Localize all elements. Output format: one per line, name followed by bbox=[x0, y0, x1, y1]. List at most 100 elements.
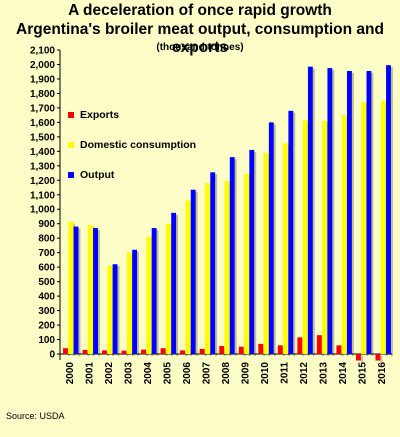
bar-shadow bbox=[97, 230, 100, 356]
bar-output bbox=[171, 212, 177, 354]
bar-output bbox=[366, 70, 372, 354]
bar-shadow bbox=[137, 251, 140, 356]
bar-shadow bbox=[156, 230, 159, 356]
bar-domestic-consumption bbox=[244, 173, 249, 354]
legend-label: Exports bbox=[80, 109, 119, 121]
bar-exports bbox=[258, 343, 264, 354]
bar-domestic-consumption bbox=[322, 120, 328, 354]
legend-swatch bbox=[68, 112, 74, 118]
legend-label: Domestic consumption bbox=[80, 139, 196, 151]
x-tick-label: 2013 bbox=[319, 362, 330, 385]
bar-exports bbox=[355, 354, 361, 361]
y-tick-label: 1,500 bbox=[30, 132, 55, 143]
bar-domestic-consumption bbox=[185, 200, 191, 354]
legend-label: Output bbox=[80, 169, 115, 181]
y-tick-label: 100 bbox=[38, 335, 55, 346]
bar-exports bbox=[63, 348, 68, 354]
bar-domestic-consumption bbox=[380, 100, 386, 355]
bar-exports bbox=[141, 349, 147, 354]
bar-exports bbox=[160, 348, 166, 354]
bar-exports bbox=[102, 350, 107, 354]
bar-shadow bbox=[215, 174, 218, 356]
x-tick-label: 2005 bbox=[162, 362, 173, 385]
y-tick-label: 1,800 bbox=[30, 89, 55, 100]
y-tick-label: 200 bbox=[38, 321, 55, 332]
bar-domestic-consumption bbox=[361, 102, 367, 354]
bar-output bbox=[151, 228, 157, 354]
bar-shadow bbox=[371, 72, 374, 356]
bar-output bbox=[210, 172, 216, 354]
bar-shadow bbox=[176, 214, 179, 356]
bar-output bbox=[268, 122, 274, 354]
bar-shadow bbox=[360, 356, 363, 363]
bar-exports bbox=[199, 348, 205, 354]
bar-exports bbox=[180, 350, 186, 354]
bar-shadow bbox=[273, 124, 276, 356]
bar-domestic-consumption bbox=[107, 265, 113, 354]
bar-shadow bbox=[185, 352, 188, 356]
bar-domestic-consumption bbox=[302, 120, 308, 354]
y-tick-label: 700 bbox=[38, 248, 55, 259]
y-tick-label: 1,200 bbox=[30, 176, 55, 187]
x-tick-label: 2012 bbox=[299, 362, 310, 385]
bar-shadow bbox=[117, 266, 120, 356]
bar-output bbox=[249, 149, 255, 354]
chart-units: (thousand tonnes) bbox=[156, 42, 244, 53]
bar-exports bbox=[297, 337, 303, 354]
y-tick-label: 1,400 bbox=[30, 147, 55, 158]
x-tick-label: 2000 bbox=[65, 362, 76, 385]
bar-exports bbox=[316, 335, 322, 354]
bar-shadow bbox=[332, 70, 335, 356]
bar-shadow bbox=[390, 67, 393, 356]
bar-output bbox=[386, 65, 391, 354]
y-tick-label: 600 bbox=[38, 263, 55, 274]
x-tick-label: 2014 bbox=[338, 362, 349, 385]
y-tick-label: 2,100 bbox=[30, 46, 55, 57]
bar-domestic-consumption bbox=[146, 236, 152, 354]
chart-title: A deceleration of once rapid growth bbox=[68, 2, 332, 19]
bar-output bbox=[132, 249, 138, 354]
bar-shadow bbox=[106, 352, 109, 356]
bar-output bbox=[346, 70, 352, 354]
legend-swatch bbox=[68, 172, 74, 178]
y-tick-label: 1,700 bbox=[30, 103, 55, 114]
x-tick-label: 2011 bbox=[280, 362, 291, 384]
x-tick-label: 2007 bbox=[201, 362, 212, 385]
bar-output bbox=[288, 110, 294, 354]
bar-shadow bbox=[126, 352, 129, 356]
bar-exports bbox=[219, 346, 225, 354]
bar-shadow bbox=[312, 68, 315, 357]
bar-shadow bbox=[254, 151, 257, 356]
bar-exports bbox=[238, 346, 244, 354]
legend-swatch bbox=[68, 142, 74, 148]
bar-shadow bbox=[293, 112, 296, 356]
x-tick-label: 2006 bbox=[182, 362, 193, 385]
bar-domestic-consumption bbox=[341, 115, 347, 355]
bar-output bbox=[327, 68, 333, 354]
x-tick-label: 2001 bbox=[84, 362, 95, 385]
chart-subtitle: Argentina's broiler meat output, consump… bbox=[16, 21, 384, 56]
y-tick-label: 1,600 bbox=[30, 118, 55, 129]
y-tick-label: 300 bbox=[38, 306, 55, 317]
bar-domestic-consumption bbox=[263, 152, 269, 354]
y-tick-label: 900 bbox=[38, 219, 55, 230]
bar-domestic-consumption bbox=[165, 223, 171, 354]
bar-exports bbox=[82, 349, 88, 354]
source-note: Source: USDA bbox=[6, 411, 65, 421]
y-tick-label: 0 bbox=[49, 350, 55, 361]
x-tick-label: 2016 bbox=[377, 362, 388, 385]
bar-domestic-consumption bbox=[224, 181, 230, 354]
bar-shadow bbox=[195, 191, 198, 356]
bar-exports bbox=[277, 345, 283, 354]
bar-domestic-consumption bbox=[126, 252, 132, 354]
y-tick-label: 2,000 bbox=[30, 60, 55, 71]
bar-output bbox=[307, 66, 313, 355]
x-tick-label: 2004 bbox=[143, 362, 154, 385]
bar-domestic-consumption bbox=[283, 143, 289, 354]
bar-shadow bbox=[351, 72, 354, 356]
x-tick-label: 2010 bbox=[260, 362, 271, 385]
x-tick-label: 2009 bbox=[241, 362, 252, 385]
bar-shadow bbox=[380, 356, 383, 363]
bar-output bbox=[73, 226, 79, 354]
